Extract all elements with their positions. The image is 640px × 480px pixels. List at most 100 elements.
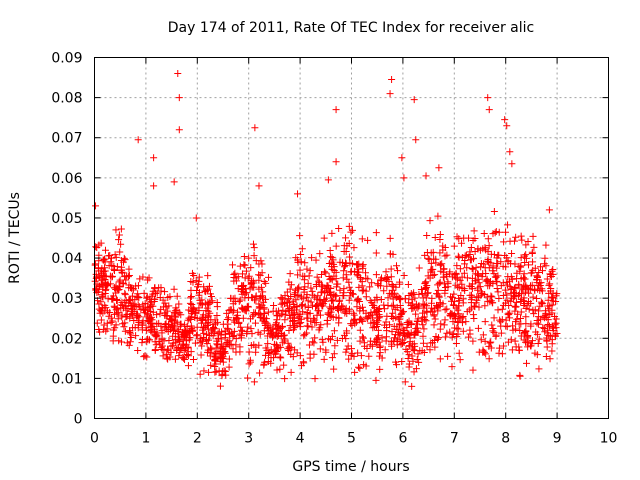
data-point	[413, 356, 421, 364]
data-point	[448, 310, 456, 318]
data-point	[340, 263, 348, 271]
data-point	[330, 365, 338, 373]
data-point	[523, 359, 531, 367]
data-point	[364, 312, 372, 320]
data-point	[96, 309, 104, 317]
data-point	[188, 269, 196, 277]
data-point	[434, 335, 442, 343]
data-point	[103, 282, 111, 290]
data-point	[461, 260, 469, 268]
data-point	[236, 262, 244, 270]
data-point	[264, 340, 272, 348]
data-point	[441, 306, 449, 314]
data-point	[469, 236, 477, 244]
data-point	[542, 309, 550, 317]
data-point	[155, 284, 163, 292]
data-point	[222, 330, 230, 338]
data-point	[432, 259, 440, 267]
data-point	[446, 328, 454, 336]
data-point	[441, 287, 449, 295]
y-tick-label: 0.06	[51, 171, 82, 187]
data-point	[197, 334, 205, 342]
data-point	[343, 275, 351, 283]
x-tick-labels: 0 1 2 3 4 5 6 7 8 9 10	[90, 431, 617, 447]
data-point	[398, 308, 406, 316]
data-point	[127, 310, 135, 318]
data-point	[229, 261, 237, 269]
data-point	[468, 265, 476, 273]
data-point	[527, 342, 535, 350]
y-axis-label: ROTI / TECUs	[7, 192, 23, 284]
data-point	[198, 342, 206, 350]
data-point	[346, 292, 354, 300]
data-point	[409, 357, 417, 365]
data-point	[246, 358, 254, 366]
data-point	[169, 332, 177, 340]
data-point	[390, 322, 398, 330]
data-point	[372, 229, 380, 237]
data-point	[353, 270, 361, 278]
data-point	[465, 234, 473, 242]
data-point	[254, 328, 262, 336]
data-point	[486, 339, 494, 347]
data-point	[543, 275, 551, 283]
data-point	[181, 321, 189, 329]
data-point	[494, 288, 502, 296]
data-point	[474, 271, 482, 279]
data-point	[533, 351, 541, 359]
data-point	[234, 308, 242, 316]
data-point	[121, 256, 129, 264]
data-point	[238, 326, 246, 334]
data-point	[115, 236, 123, 244]
data-point	[421, 315, 429, 323]
data-point	[388, 338, 396, 346]
data-point	[426, 346, 434, 354]
data-point	[163, 325, 171, 333]
data-point	[230, 316, 238, 324]
data-point	[305, 272, 313, 280]
data-point	[441, 316, 449, 324]
data-point	[458, 273, 466, 281]
data-point	[244, 323, 252, 331]
data-point	[482, 269, 490, 277]
data-point	[128, 292, 136, 300]
data-point	[304, 279, 312, 287]
data-point	[356, 304, 364, 312]
data-point	[332, 106, 340, 114]
data-point	[242, 289, 250, 297]
data-point	[308, 287, 316, 295]
data-point	[315, 326, 323, 334]
data-point	[119, 280, 127, 288]
data-point	[98, 291, 106, 299]
data-point	[547, 332, 555, 340]
data-point	[505, 311, 513, 319]
data-point	[260, 310, 268, 318]
data-point	[216, 382, 224, 390]
data-point	[451, 314, 459, 322]
data-point	[171, 355, 179, 363]
data-point	[121, 289, 129, 297]
data-point	[103, 319, 111, 327]
data-point	[201, 287, 209, 295]
data-point	[425, 255, 433, 263]
data-point	[314, 301, 322, 309]
data-point	[542, 241, 550, 249]
data-point	[521, 258, 529, 266]
data-point	[495, 295, 503, 303]
data-point	[432, 332, 440, 340]
data-point	[500, 238, 508, 246]
data-point	[441, 333, 449, 341]
data-point	[345, 296, 353, 304]
data-point	[210, 350, 218, 358]
data-point	[331, 342, 339, 350]
data-point	[485, 264, 493, 272]
data-point	[462, 251, 470, 259]
data-point	[529, 266, 537, 274]
data-point	[196, 370, 204, 378]
data-point	[497, 282, 505, 290]
data-point	[111, 303, 119, 311]
data-point	[467, 291, 475, 299]
data-point	[450, 242, 458, 250]
data-point	[481, 244, 489, 252]
data-point	[255, 276, 263, 284]
